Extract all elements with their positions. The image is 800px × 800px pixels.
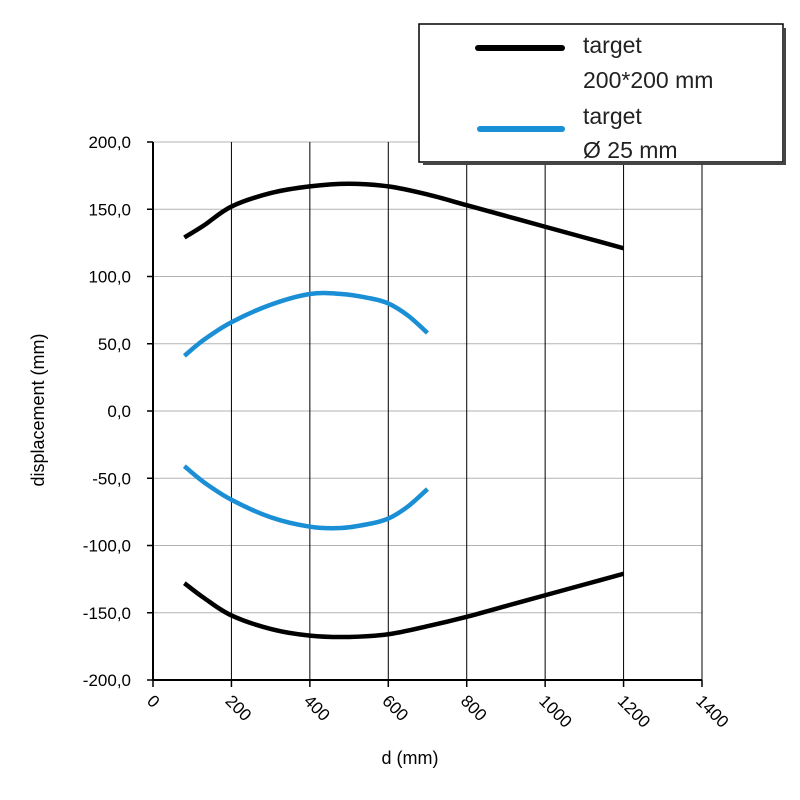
y-tick-label-0: 200,0 (88, 133, 131, 152)
grid (153, 141, 703, 681)
x-tick-label-5: 1000 (535, 691, 575, 731)
x-tick-label-0: 0 (143, 691, 163, 711)
legend-label-1-line2: Ø 25 mm (583, 137, 678, 163)
legend-label-0-line2: 200*200 mm (583, 67, 713, 93)
y-tick-label-7: -150,0 (83, 604, 131, 623)
y-tick-label-3: 50,0 (98, 335, 131, 354)
x-tick-label-7: 1400 (692, 691, 732, 731)
x-tick-label-6: 1200 (614, 691, 654, 731)
legend-label-1-line1: target (583, 103, 642, 129)
legend-box-shadow-bottom (423, 162, 786, 165)
legend: target 200*200 mm target Ø 25 mm (418, 23, 786, 165)
y-tick-label-6: -100,0 (83, 537, 131, 556)
y-tick-label-1: 150,0 (88, 200, 131, 219)
series-line-0 (183, 181, 625, 251)
x-tick-label-3: 600 (378, 691, 411, 724)
y-tick-label-4: 0,0 (107, 402, 131, 421)
y-tick-label-5: -50,0 (92, 469, 131, 488)
x-tick-label-1: 200 (222, 691, 255, 724)
x-tick-labels: 0 200 400 600 800 1000 1200 1400 (143, 691, 732, 731)
y-tick-label-8: -200,0 (83, 671, 131, 690)
series-line-2 (182, 290, 430, 358)
legend-box-shadow-right (783, 28, 786, 165)
plot-frame (147, 141, 703, 687)
x-tick-label-2: 400 (300, 691, 333, 724)
y-tick-label-2: 100,0 (88, 268, 131, 287)
x-axis-title: d (mm) (382, 748, 439, 768)
series-line-3 (182, 464, 430, 531)
legend-label-0-line1: target (583, 32, 642, 58)
legend-box (418, 23, 784, 163)
x-tick-label-4: 800 (457, 691, 490, 724)
series-layer (182, 181, 625, 640)
series-line-1 (183, 571, 625, 640)
y-axis-title: displacement (mm) (28, 333, 48, 486)
y-tick-labels: 200,0 150,0 100,0 50,0 0,0 -50,0 -100,0 -150,0 -… (83, 133, 131, 690)
